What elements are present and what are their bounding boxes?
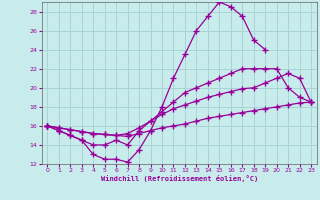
- X-axis label: Windchill (Refroidissement éolien,°C): Windchill (Refroidissement éolien,°C): [100, 175, 258, 182]
